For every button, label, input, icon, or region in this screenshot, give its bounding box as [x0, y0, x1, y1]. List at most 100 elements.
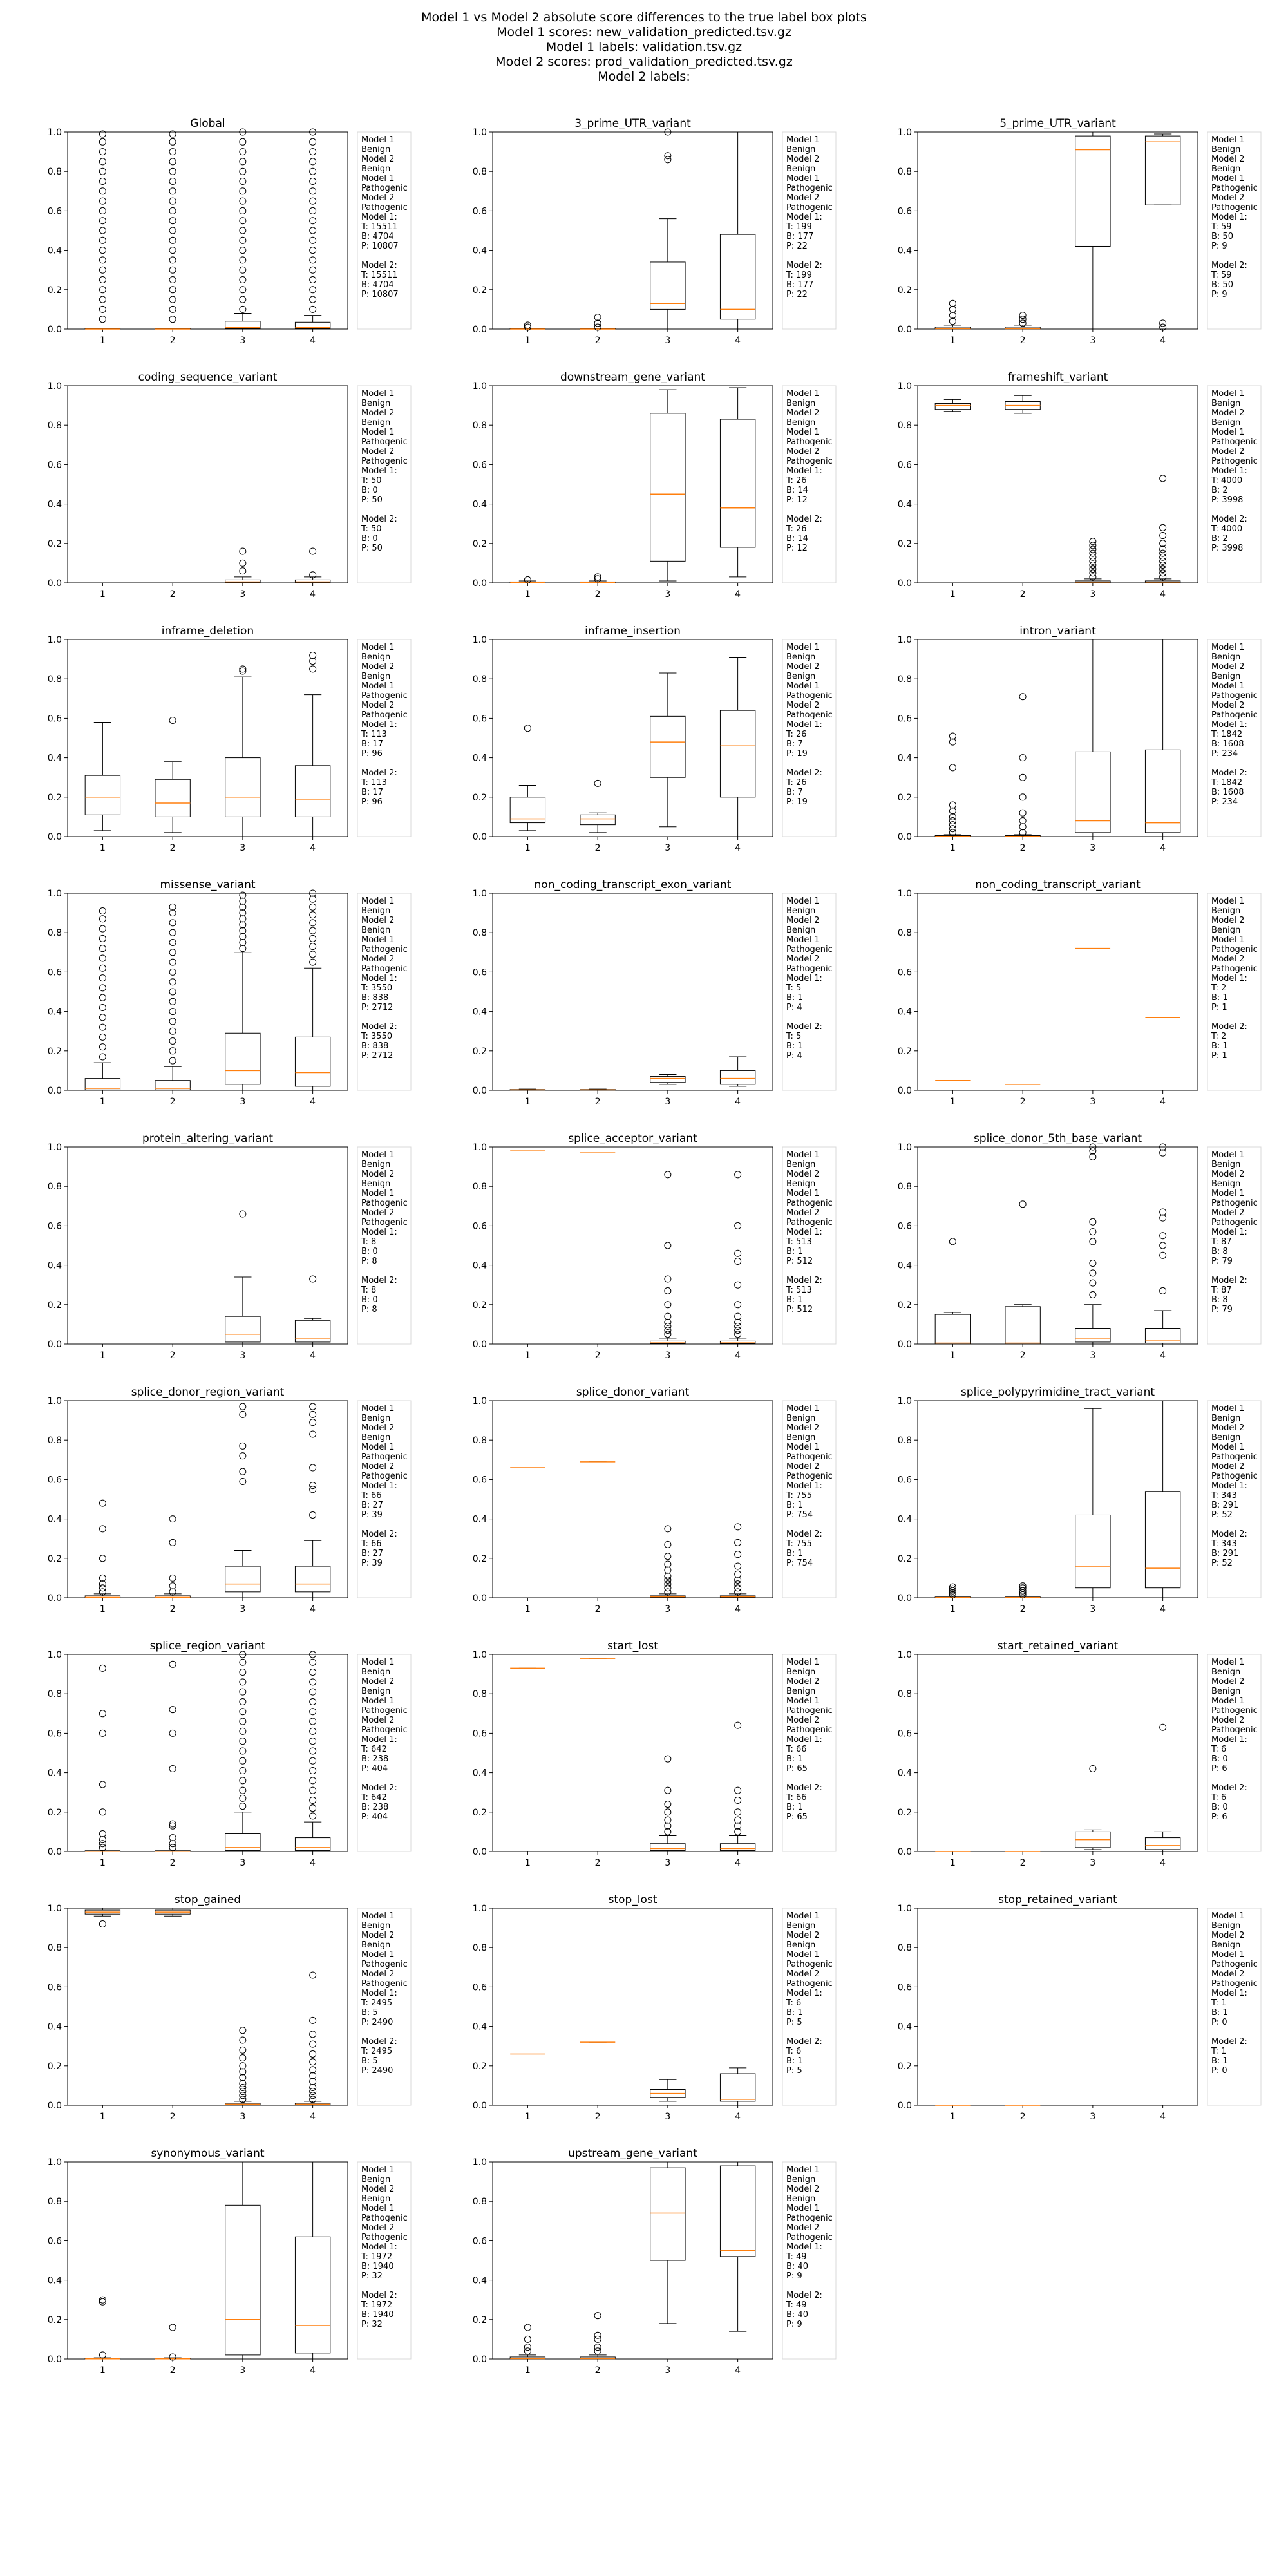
outlier	[169, 187, 176, 195]
outlier	[1019, 1591, 1027, 1598]
legend-text: B: 1940	[361, 2310, 394, 2320]
y-tick-label: 0.8	[48, 421, 62, 431]
y-tick-label: 0.2	[48, 1808, 62, 1818]
y-tick-label: 0.0	[473, 1340, 487, 1350]
y-tick-label: 0.2	[898, 793, 912, 803]
subplot-title: coding_sequence_variant	[138, 371, 278, 384]
y-tick-label: 0.6	[48, 2236, 62, 2246]
legend-text: Pathogenic	[361, 691, 408, 701]
outlier	[169, 929, 176, 936]
legend-text: Pathogenic	[786, 1979, 833, 1989]
outlier	[309, 2016, 317, 2024]
outlier	[239, 2036, 247, 2044]
outlier	[309, 919, 317, 927]
x-tick-label: 4	[310, 336, 316, 346]
outlier	[664, 152, 672, 160]
legend-frame	[1207, 1654, 1262, 1852]
outlier	[1159, 557, 1167, 565]
legend-text: Benign	[786, 1179, 815, 1189]
outlier	[99, 964, 106, 972]
outlier	[664, 156, 672, 164]
legend-text: T: 642	[361, 1793, 387, 1803]
outlier	[239, 1803, 247, 1810]
outlier	[1089, 565, 1097, 573]
box	[719, 1070, 756, 1085]
legend-text: Model 2	[361, 1462, 394, 1472]
legend-text: Benign	[786, 652, 815, 662]
outlier	[309, 305, 317, 313]
subplot-title: splice_donor_region_variant	[131, 1386, 285, 1399]
outlier	[169, 247, 176, 254]
box-series-4	[1144, 1143, 1181, 1345]
legend-frame	[782, 2161, 837, 2360]
y-tick-label: 1.0	[48, 381, 62, 392]
x-tick-label: 2	[170, 1604, 176, 1615]
outlier	[169, 1588, 176, 1596]
y-tick-label: 0.0	[48, 2354, 62, 2365]
box	[719, 2165, 756, 2257]
y-tick-label: 0.8	[48, 1182, 62, 1192]
box-series-4	[1144, 1723, 1181, 1852]
outlier	[239, 1757, 247, 1765]
legend-frame	[782, 1908, 837, 2106]
legend-text: Model 1	[786, 1404, 819, 1414]
legend-text: Model 2	[1211, 701, 1244, 710]
legend-text: T: 5	[786, 1032, 801, 1041]
outlier	[239, 1738, 247, 1745]
outlier	[734, 1312, 742, 1320]
subplot-title: splice_donor_5th_base_variant	[974, 1132, 1142, 1145]
outlier	[99, 974, 106, 982]
subplot: splice_donor_5th_base_variant 0.0 0.2 0.4 0.…	[898, 1132, 1262, 1361]
subplot-title: stop_lost	[609, 1893, 658, 1906]
legend-text: Pathogenic	[786, 1706, 833, 1716]
y-tick-label: 0.8	[48, 1689, 62, 1700]
legend-text: Benign	[361, 1921, 390, 1931]
legend-frame	[357, 2161, 412, 2360]
y-tick-label: 0.8	[48, 2197, 62, 2207]
legend-text: Model 2:	[1211, 1783, 1247, 1793]
outlier	[309, 1786, 317, 1794]
outlier	[239, 1468, 247, 1475]
outlier	[99, 1664, 106, 1672]
legend-text: Benign	[786, 1414, 815, 1423]
legend-text: Model 1	[361, 2165, 394, 2175]
outlier	[169, 1037, 176, 1045]
legend-text: Model 2:	[361, 261, 397, 270]
outlier	[169, 949, 176, 956]
legend-text: T: 49	[786, 2300, 807, 2310]
outlier	[169, 130, 176, 138]
legend-text: Model 2	[1211, 1931, 1244, 1940]
legend-text: T: 6	[1211, 1745, 1226, 1754]
outlier	[1159, 475, 1167, 482]
x-tick-label: 1	[100, 843, 106, 853]
legend-text: Model 1	[786, 174, 819, 184]
outlier	[1019, 312, 1027, 319]
outlier	[734, 1331, 742, 1338]
outlier	[309, 658, 317, 665]
legend-text: T: 87	[1211, 1237, 1232, 1247]
box-series-1	[509, 1088, 546, 1091]
y-tick-label: 0.0	[473, 2354, 487, 2365]
outlier	[169, 1660, 176, 1668]
box	[719, 710, 756, 798]
subplot: protein_altering_variant 0.0 0.2 0.4 0.6 0.8 1…	[48, 1132, 412, 1361]
y-tick-label: 1.0	[898, 1396, 912, 1406]
x-tick-label: 3	[240, 1350, 245, 1361]
plot-frame	[492, 1146, 773, 1345]
y-tick-label: 0.4	[898, 1515, 912, 1525]
plot-frame	[492, 1654, 773, 1852]
y-tick-label: 0.4	[898, 500, 912, 510]
legend-text: Pathogenic	[786, 945, 833, 954]
legend-text: Pathogenic	[361, 1198, 408, 1208]
box-series-3	[1075, 1143, 1111, 1345]
outlier	[1159, 1723, 1167, 1731]
outlier	[664, 1576, 672, 1584]
outlier	[99, 1580, 106, 1588]
x-tick-label: 3	[1090, 1097, 1095, 1107]
outlier	[734, 1539, 742, 1546]
legend-text: B: 291	[1211, 1549, 1238, 1558]
outlier	[239, 227, 247, 234]
outlier	[594, 319, 601, 327]
